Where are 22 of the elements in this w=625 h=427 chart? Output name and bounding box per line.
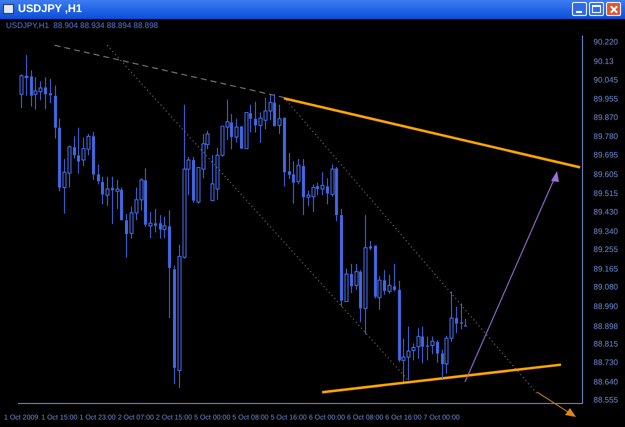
y-tick-label: 89.430 <box>594 207 619 216</box>
y-tick-label: 90.220 <box>594 38 619 47</box>
chart-title: USDJPY ,H1 <box>18 3 82 15</box>
y-tick-label: 89.255 <box>594 245 619 254</box>
y-tick-label: 89.780 <box>594 132 619 142</box>
y-tick-label: 88.898 <box>594 322 619 331</box>
y-tick-label: 88.555 <box>594 396 619 405</box>
y-tick-label: 88.990 <box>594 302 619 312</box>
y-tick-label: 88.640 <box>594 377 619 386</box>
y-tick-label: 89.695 <box>594 150 619 160</box>
y-tick-label: 89.515 <box>594 189 619 198</box>
y-tick-label: 90.13 <box>594 57 614 66</box>
y-tick-label: 89.080 <box>594 282 619 292</box>
y-tick-label: 88.815 <box>594 340 619 349</box>
y-tick-label: 89.340 <box>594 226 619 236</box>
y-tick-label: 90.045 <box>594 75 619 84</box>
chart-subtitle: USDJPY,H1 88.904 88.934 88.894 88.898 <box>6 21 158 30</box>
y-tick-label: 89.605 <box>594 170 619 179</box>
y-tick-label: 89.165 <box>594 264 619 274</box>
y-tick-label: 89.955 <box>594 94 619 104</box>
y-tick-label: 89.870 <box>594 112 619 122</box>
y-tick-label: 88.730 <box>594 358 619 367</box>
